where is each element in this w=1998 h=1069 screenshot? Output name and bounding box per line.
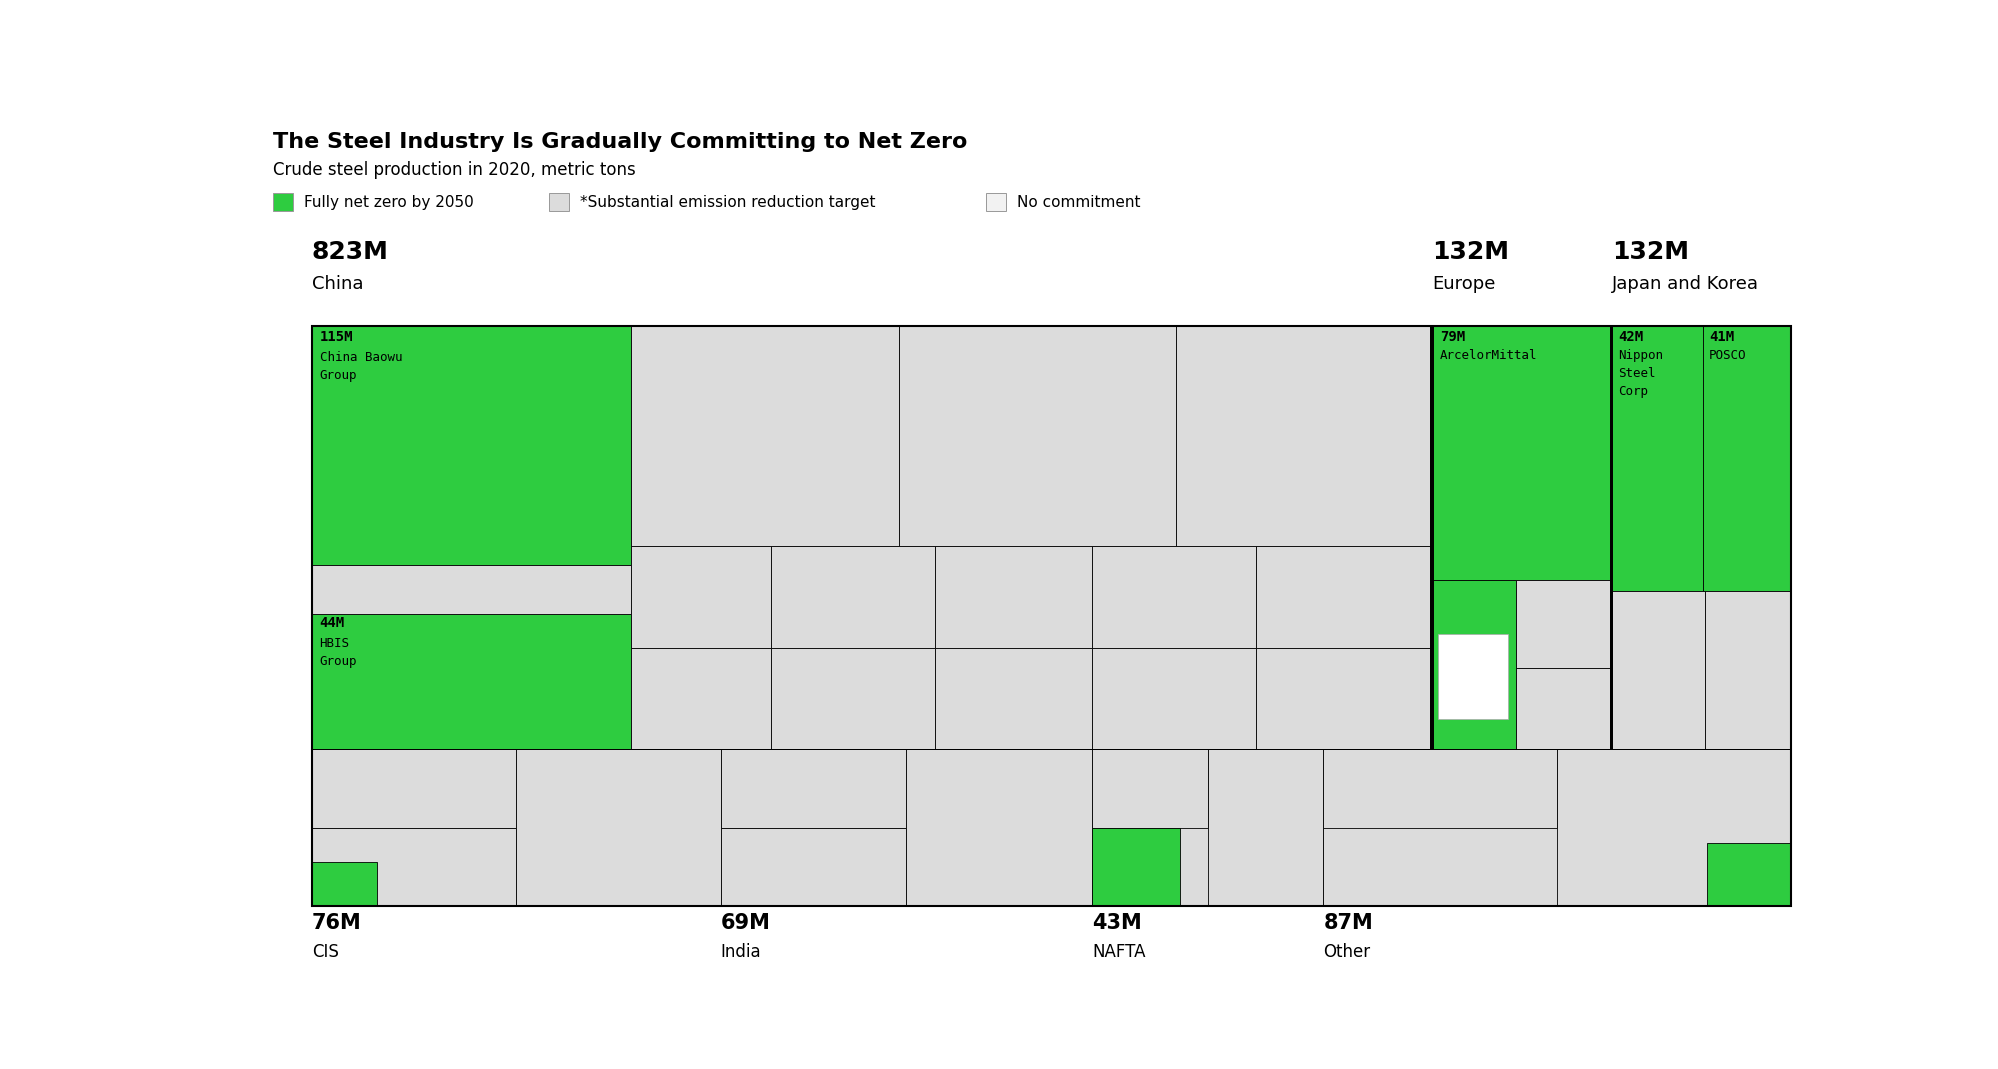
Bar: [1323, 749, 1790, 907]
Bar: [1516, 668, 1610, 749]
Text: Other: Other: [1323, 943, 1371, 961]
Text: Japan and Korea: Japan and Korea: [1610, 275, 1758, 293]
Text: Fully net zero by 2050: Fully net zero by 2050: [304, 195, 474, 210]
Bar: [312, 863, 378, 907]
Bar: [1207, 749, 1323, 907]
Bar: [721, 827, 905, 907]
Text: HBIS
Group: HBIS Group: [320, 637, 358, 668]
Bar: [515, 749, 721, 907]
Bar: [312, 749, 515, 827]
Text: India: India: [721, 943, 761, 961]
Bar: [1610, 590, 1704, 749]
Bar: [631, 546, 771, 648]
Bar: [1431, 326, 1610, 580]
Bar: [1706, 843, 1790, 907]
Text: Crude steel production in 2020, metric tons: Crude steel production in 2020, metric t…: [274, 161, 635, 180]
Text: 87M: 87M: [1323, 913, 1373, 933]
Bar: [312, 827, 515, 907]
Bar: [899, 326, 1175, 546]
Bar: [631, 326, 899, 546]
Bar: [631, 648, 771, 749]
Bar: [1255, 648, 1431, 749]
Bar: [905, 749, 1091, 907]
Text: 79M: 79M: [1439, 330, 1465, 344]
Text: POSCO: POSCO: [1708, 348, 1746, 362]
Text: 41M: 41M: [1708, 330, 1732, 344]
Bar: [1091, 648, 1255, 749]
Bar: [1437, 634, 1506, 719]
Bar: [985, 193, 1005, 212]
Bar: [312, 614, 631, 749]
Bar: [1431, 580, 1516, 749]
Bar: [549, 193, 569, 212]
Bar: [312, 748, 1790, 750]
Text: No commitment: No commitment: [1017, 195, 1139, 210]
Bar: [274, 193, 294, 212]
Bar: [1091, 546, 1255, 648]
Bar: [935, 546, 1091, 648]
Bar: [1091, 749, 1323, 907]
Text: NAFTA: NAFTA: [1091, 943, 1145, 961]
Text: 43M: 43M: [1091, 913, 1141, 933]
Bar: [312, 326, 1790, 907]
Text: China: China: [312, 275, 364, 293]
Text: Nippon
Steel
Corp: Nippon Steel Corp: [1616, 348, 1662, 398]
Bar: [312, 566, 631, 614]
Bar: [771, 648, 935, 749]
Text: 76M: 76M: [312, 913, 362, 933]
Bar: [721, 749, 905, 827]
Text: ArcelorMittal: ArcelorMittal: [1439, 348, 1536, 362]
Bar: [312, 326, 631, 566]
Text: 69M: 69M: [721, 913, 769, 933]
Bar: [1091, 749, 1207, 827]
Text: The Steel Industry Is Gradually Committing to Net Zero: The Steel Industry Is Gradually Committi…: [274, 133, 967, 153]
Text: 44M: 44M: [320, 617, 344, 631]
Text: 132M: 132M: [1610, 241, 1688, 264]
Text: 115M: 115M: [320, 330, 354, 344]
Bar: [1431, 326, 1433, 749]
Bar: [1175, 326, 1431, 546]
Text: 42M: 42M: [1616, 330, 1642, 344]
Bar: [1610, 326, 1702, 590]
Text: China Baowu
Group: China Baowu Group: [320, 351, 402, 382]
Text: 823M: 823M: [312, 241, 388, 264]
Bar: [1255, 546, 1431, 648]
Bar: [1556, 749, 1790, 907]
Text: *Substantial emission reduction target: *Substantial emission reduction target: [579, 195, 875, 210]
Bar: [1704, 590, 1790, 749]
Bar: [935, 648, 1091, 749]
Bar: [1516, 580, 1610, 668]
Bar: [1323, 749, 1556, 827]
Bar: [1091, 827, 1179, 907]
Text: Europe: Europe: [1431, 275, 1495, 293]
Bar: [771, 546, 935, 648]
Text: 132M: 132M: [1431, 241, 1508, 264]
Bar: [1608, 326, 1612, 749]
Text: CIS: CIS: [312, 943, 338, 961]
Bar: [1702, 326, 1790, 590]
